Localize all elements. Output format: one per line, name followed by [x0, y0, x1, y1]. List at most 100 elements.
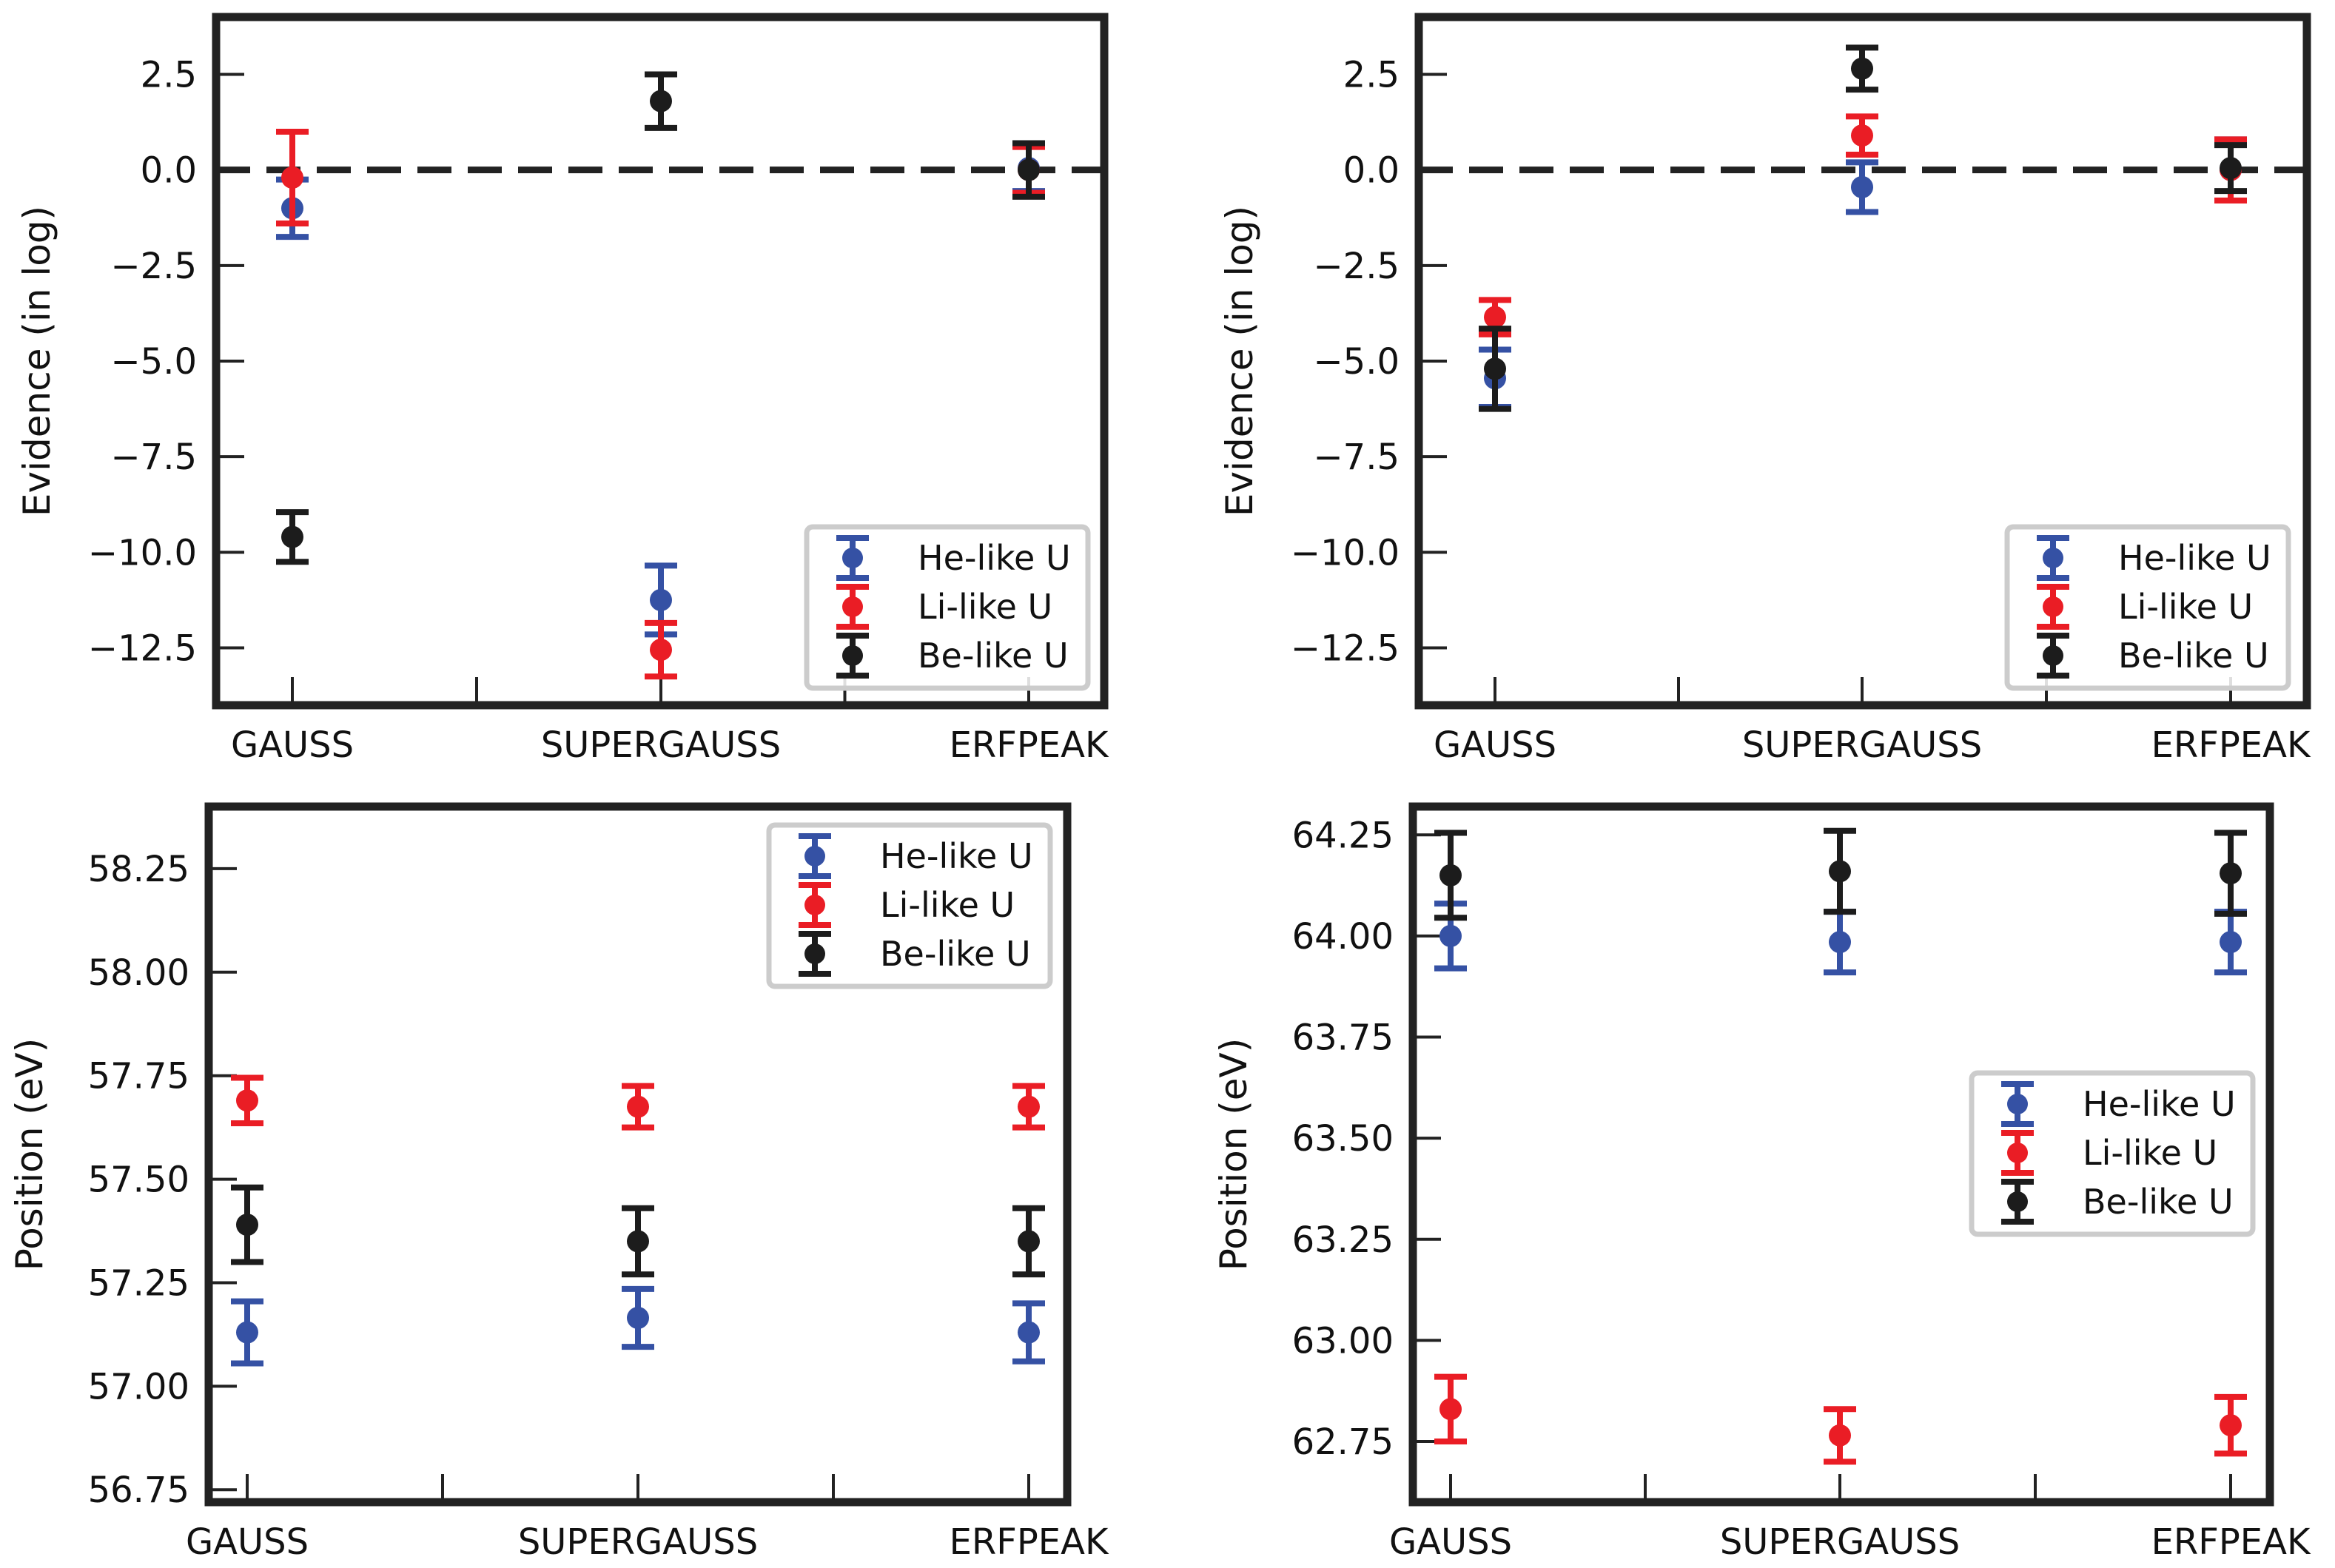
- series-he-like-u: [1479, 136, 2247, 410]
- y-tick-label: 0.0: [1343, 150, 1400, 192]
- legend-label-he-like-u: He-like U: [880, 836, 1033, 876]
- y-tick-label: 56.75: [88, 1470, 189, 1511]
- y-tick-label: 2.5: [1343, 55, 1400, 96]
- y-tick-label: −7.5: [110, 437, 197, 478]
- series-be-like-u: [1434, 827, 2247, 921]
- x-tick-label-erfpeak: ERFPEAK: [2151, 724, 2311, 766]
- legend: He-like U Li-like U Be-like U: [1969, 1070, 2256, 1237]
- legend-label-be-like-u: Be-like U: [918, 636, 1069, 676]
- legend-marker-dot: [804, 943, 825, 964]
- data-point: [1439, 1398, 1462, 1421]
- data-point: [627, 1230, 649, 1253]
- data-point: [1439, 924, 1462, 947]
- y-tick-label: 57.25: [88, 1262, 189, 1304]
- x-tick-label-supergauss: SUPERGAUSS: [1742, 724, 1982, 766]
- y-tick-label: 62.75: [1292, 1421, 1394, 1463]
- y-axis-label: Evidence (in log): [16, 206, 58, 517]
- data-point: [2220, 157, 2242, 180]
- panel-top-left: 2.5 0.0 −2.5 −5.0 −7.5 −10.0 −12.5 GAUSS SUPERGA…: [16, 13, 1109, 766]
- legend-marker-dot: [2043, 645, 2063, 666]
- y-tick-label: 2.5: [141, 55, 197, 96]
- legend-label-li-like-u: Li-like U: [2083, 1133, 2217, 1173]
- panel-top-right: 2.5 0.0 −2.5 −5.0 −7.5 −10.0 −12.5 GAUSS SUPERGA…: [1218, 13, 2311, 766]
- x-tick-label-supergauss: SUPERGAUSS: [518, 1521, 758, 1563]
- data-point: [2220, 931, 2242, 954]
- legend-label-be-like-u: Be-like U: [2118, 636, 2269, 676]
- x-tick-label-erfpeak: ERFPEAK: [950, 724, 1109, 766]
- x-tick-label-supergauss: SUPERGAUSS: [1720, 1521, 1960, 1563]
- y-tick-label: 64.00: [1292, 916, 1394, 958]
- series-be-like-u: [231, 1184, 1045, 1278]
- legend-marker-dot: [2007, 1094, 2028, 1114]
- y-tick-label: 64.25: [1292, 815, 1394, 856]
- legend: He-like U Li-like U Be-like U: [804, 524, 1091, 691]
- data-point: [1851, 57, 1873, 80]
- data-point: [650, 639, 672, 662]
- data-point: [1851, 124, 1873, 147]
- plot-frame: [1408, 802, 2274, 1507]
- data-point: [1018, 158, 1040, 181]
- legend-marker-dot: [2007, 1143, 2028, 1163]
- y-tick-label: 58.00: [88, 952, 189, 994]
- legend-label-li-like-u: Li-like U: [918, 587, 1052, 627]
- y-tick-label: −7.5: [1313, 437, 1400, 478]
- data-point: [1484, 357, 1506, 380]
- data-point: [1829, 931, 1851, 954]
- legend-marker-dot: [2043, 596, 2063, 617]
- legend-label-li-like-u: Li-like U: [880, 885, 1015, 925]
- legend-marker-dot: [2007, 1191, 2028, 1212]
- data-point: [281, 166, 303, 189]
- data-point: [236, 1321, 258, 1344]
- data-point: [1018, 1230, 1040, 1253]
- x-tick-label-gauss: GAUSS: [1389, 1521, 1512, 1563]
- data-point: [650, 90, 672, 112]
- data-point: [281, 525, 303, 548]
- legend-label-he-like-u: He-like U: [2118, 538, 2271, 578]
- data-point: [2220, 1414, 2242, 1437]
- y-tick-label: 63.00: [1292, 1320, 1394, 1362]
- y-axis-label: Evidence (in log): [1218, 206, 1261, 517]
- series-li-like-u: [1479, 113, 2247, 337]
- y-tick-label: 63.75: [1292, 1017, 1394, 1059]
- legend-label-be-like-u: Be-like U: [880, 934, 1031, 974]
- y-tick-label: 57.00: [88, 1366, 189, 1407]
- data-point: [1829, 860, 1851, 883]
- data-point: [236, 1089, 258, 1112]
- y-tick-label: 63.50: [1292, 1118, 1394, 1160]
- data-point: [627, 1095, 649, 1118]
- y-tick-label: 63.25: [1292, 1219, 1394, 1261]
- data-point: [236, 1214, 258, 1236]
- series-be-like-u: [1479, 44, 2247, 412]
- data-point: [1829, 1424, 1851, 1447]
- legend-label-be-like-u: Be-like U: [2083, 1182, 2234, 1222]
- y-tick-label: −2.5: [110, 246, 197, 287]
- legend-marker-dot: [842, 548, 863, 568]
- y-tick-label: −10.0: [88, 532, 197, 573]
- x-tick-label-supergauss: SUPERGAUSS: [541, 724, 781, 766]
- y-tick-label: −5.0: [110, 341, 197, 383]
- y-tick-label: −2.5: [1313, 246, 1400, 287]
- plot-frame: [1414, 13, 2311, 710]
- x-tick-label-gauss: GAUSS: [231, 724, 354, 766]
- panel-bottom-left: 58.25 58.00 57.75 57.50 57.25 57.00 56.75 GAUSS…: [8, 802, 1109, 1563]
- legend-marker-dot: [842, 596, 863, 617]
- series-li-like-u: [231, 1074, 1045, 1131]
- y-tick-label: 57.50: [88, 1160, 189, 1201]
- y-tick-label: 58.25: [88, 849, 189, 890]
- x-tick-label-gauss: GAUSS: [186, 1521, 309, 1563]
- data-point: [1439, 864, 1462, 886]
- legend-label-li-like-u: Li-like U: [2118, 587, 2253, 627]
- x-tick-label-erfpeak: ERFPEAK: [2151, 1521, 2311, 1563]
- data-point: [2220, 862, 2242, 885]
- data-point: [1018, 1321, 1040, 1344]
- x-tick-label-gauss: GAUSS: [1434, 724, 1556, 766]
- legend: He-like U Li-like U Be-like U: [2004, 524, 2291, 691]
- data-point: [1851, 175, 1873, 198]
- data-point: [1018, 1095, 1040, 1118]
- y-tick-label: −12.5: [88, 628, 197, 670]
- x-tick-label-erfpeak: ERFPEAK: [950, 1521, 1109, 1563]
- legend-label-he-like-u: He-like U: [918, 538, 1071, 578]
- y-tick-label: −12.5: [1291, 628, 1400, 670]
- y-tick-label: −5.0: [1313, 341, 1400, 383]
